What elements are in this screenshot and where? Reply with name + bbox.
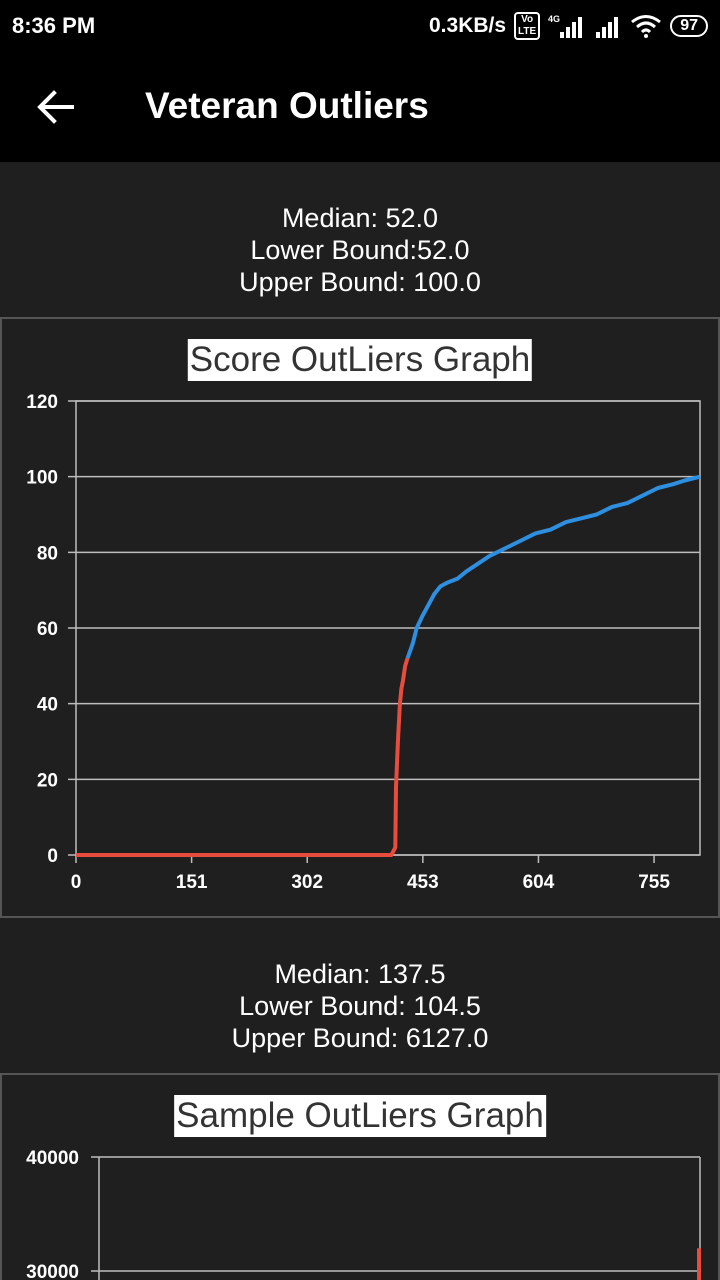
x-tick-label: 151 xyxy=(176,872,208,893)
score-stats: Median: 52.0 Lower Bound:52.0 Upper Boun… xyxy=(0,202,720,298)
sample-upper-bound: Upper Bound: 6127.0 xyxy=(231,1023,489,1053)
sample-stats: Median: 137.5 Lower Bound: 104.5 Upper B… xyxy=(0,958,720,1054)
y-tick-label: 60 xyxy=(37,619,58,640)
y-tick-label: 20 xyxy=(37,770,58,791)
y-tick-label: 0 xyxy=(47,846,58,867)
sample-median: Median: 137.5 xyxy=(274,959,446,989)
y-tick-label: 30000 xyxy=(26,1262,79,1280)
score-median: Median: 52.0 xyxy=(281,203,439,233)
score-lower-bound: Lower Bound:52.0 xyxy=(250,235,470,265)
x-tick-label: 604 xyxy=(523,872,555,893)
sample-lower-bound: Lower Bound: 104.5 xyxy=(239,991,481,1021)
score-graph-title: Score OutLiers Graph xyxy=(187,339,533,381)
status-time: 8:36 PM xyxy=(12,13,96,38)
arrow-left-icon xyxy=(37,90,74,124)
page-title: Veteran Outliers xyxy=(145,85,429,126)
sample-chart: 40000 30000 xyxy=(26,1148,701,1280)
y-tick-label: 80 xyxy=(37,543,58,564)
x-tick-label: 755 xyxy=(638,872,670,893)
network-speed: 0.3KB/s xyxy=(429,14,507,37)
back-button[interactable] xyxy=(24,78,88,136)
battery-icon: 97 xyxy=(670,15,708,37)
x-tick-label: 0 xyxy=(71,872,82,893)
score-upper-bound: Upper Bound: 100.0 xyxy=(239,267,481,297)
sample-graph-panel: Sample OutLiers Graph 40000 30000 xyxy=(0,1073,720,1280)
status-bar: 8:36 PM 0.3KB/s Vo LTE 4G 97 xyxy=(0,0,720,52)
status-icons: 0.3KB/s Vo LTE 4G 97 xyxy=(429,12,708,40)
y-tick-label: 120 xyxy=(26,392,58,413)
volte-icon: Vo LTE xyxy=(514,12,541,40)
score-chart: 0 20 40 60 80 100 120 0 151 302 453 604 755 xyxy=(26,392,701,893)
wifi-icon xyxy=(631,15,662,38)
y-tick-label: 40 xyxy=(37,695,58,716)
x-tick-label: 302 xyxy=(291,872,323,893)
score-graph-panel: Score OutLiers Graph 0 20 40 60 80 100 120 0 151… xyxy=(0,317,720,918)
app-bar: Veteran Outliers xyxy=(0,52,720,162)
series-line-1 xyxy=(405,474,701,659)
svg-text:4G: 4G xyxy=(548,14,560,24)
x-tick-label: 453 xyxy=(407,872,439,893)
y-tick-label: 40000 xyxy=(26,1148,79,1169)
series-line-0 xyxy=(76,657,410,857)
y-tick-label: 100 xyxy=(26,468,58,489)
cellular-signal-2-icon xyxy=(596,17,619,38)
sample-graph-title: Sample OutLiers Graph xyxy=(174,1095,546,1137)
cellular-signal-icon: 4G xyxy=(548,14,583,38)
